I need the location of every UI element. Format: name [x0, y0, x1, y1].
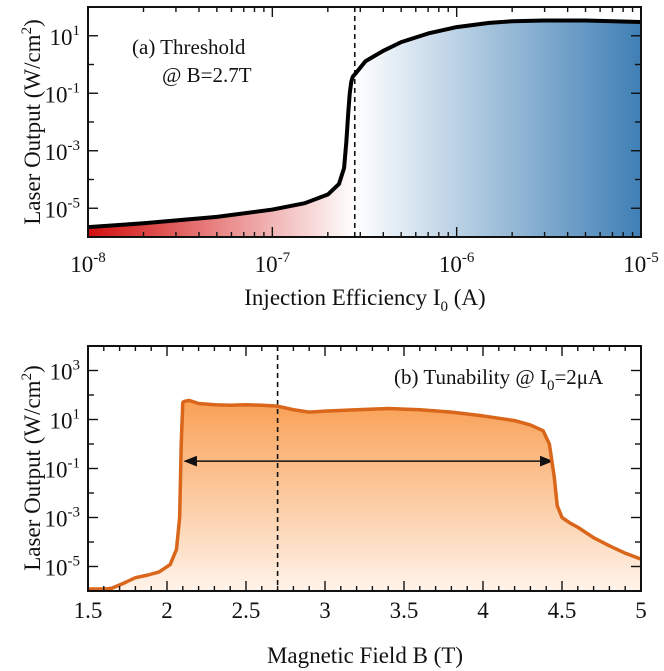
panel-b-y-tick-label: 10-5: [45, 554, 81, 581]
panel-b-y-tick-label: 10-1: [45, 456, 81, 483]
panel-a-x-tick-label: 10-6: [439, 250, 475, 277]
panel-b-x-tick-label: 4: [477, 598, 489, 623]
panel-a-y-tick-label: 10-3: [45, 138, 81, 165]
panel-a-x-tick-label: 10-8: [70, 250, 106, 277]
panel-b-area: [88, 400, 641, 591]
panel-a-y-tick-label: 10-5: [45, 195, 81, 222]
panel-b-ticks: 1.5 2 2.5 3 3.5 4 4.5 5 10-5 10-3 10-1 101 103: [45, 345, 647, 623]
panel-b-x-tick-label: 4.5: [548, 598, 577, 623]
panel-b-series-line: [88, 398, 641, 591]
panel-b-x-tick-label: 2.5: [232, 598, 261, 623]
panel-b-xlabel: Magnetic Field B (T): [267, 643, 463, 668]
panel-b-x-tick-label: 3.5: [390, 598, 419, 623]
panel-b-x-tick-label: 3: [319, 598, 331, 623]
panel-b-y-tick-label: 103: [50, 358, 81, 385]
panel-a-ticks: 10-8 10-7 10-6 10-5 10-5 10-3 10-1 101: [45, 6, 659, 277]
panel-b-x-tick-label: 1.5: [74, 598, 103, 623]
panel-b-ylabel: Laser Output (W/cm2): [19, 365, 45, 571]
panel-a-series-line: [88, 18, 641, 230]
panel-b-x-tick-label: 5: [635, 598, 647, 623]
panel-a-annotation-line1: (a) Threshold: [132, 35, 246, 59]
panel-a: 10-8 10-7 10-6 10-5 10-5 10-3 10-1 101 (a) Thre…: [19, 6, 659, 315]
panel-a-ylabel: Laser Output (W/cm2): [19, 19, 45, 225]
panel-a-x-tick-label: 10-7: [255, 250, 291, 277]
panel-b-y-tick-label: 101: [50, 407, 81, 434]
panel-a-annotation-line2: @ B=2.7T: [162, 63, 252, 87]
panel-a-xlabel: Injection Efficiency I0 (A): [244, 285, 485, 315]
panel-a-y-tick-label: 10-1: [45, 80, 81, 107]
panel-a-y-tick-label: 101: [50, 23, 81, 50]
panel-b-marks: [88, 346, 641, 591]
panel-b-y-tick-label: 10-3: [45, 505, 81, 532]
panel-b: 1.5 2 2.5 3 3.5 4 4.5 5 10-5 10-3 10-1 101 103 (b) T…: [19, 345, 647, 668]
panel-a-marks: [88, 7, 641, 237]
panel-b-x-tick-label: 2: [161, 598, 173, 623]
panel-b-annotation: (b) Tunability @ I0=2μA: [394, 365, 604, 394]
panel-a-area: [88, 20, 641, 237]
panel-a-gradient-fill: [88, 20, 641, 237]
panel-a-x-tick-label: 10-5: [623, 250, 659, 277]
panel-b-area-fill: [88, 400, 641, 591]
